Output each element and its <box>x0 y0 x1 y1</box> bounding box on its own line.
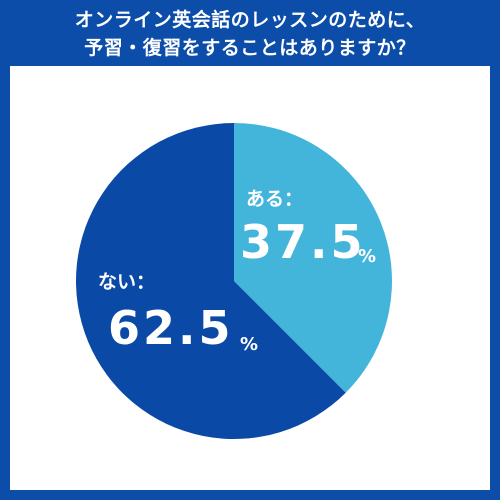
chart-title-line-2: 予習・復習をすることはありますか？ <box>84 37 416 59</box>
slice-label-nai-unit: % <box>240 334 258 355</box>
slice-label-aru-name: ある： <box>246 188 303 210</box>
pie-slice-aru <box>234 123 393 393</box>
slice-label-nai-name: ない： <box>98 271 155 293</box>
chart-title-line-1: オンライン英会話のレッスンのために、 <box>74 9 426 31</box>
pie-slices <box>76 123 393 439</box>
pie-slice-nai <box>76 123 346 439</box>
slice-label-aru-value: 37.5 <box>240 215 366 269</box>
slice-label-nai-value: 62.5 <box>108 301 234 355</box>
chart-title-banner: オンライン英会話のレッスンのために、 予習・復習をすることはありますか？ <box>0 0 500 66</box>
slice-label-aru-unit: % <box>358 246 376 267</box>
